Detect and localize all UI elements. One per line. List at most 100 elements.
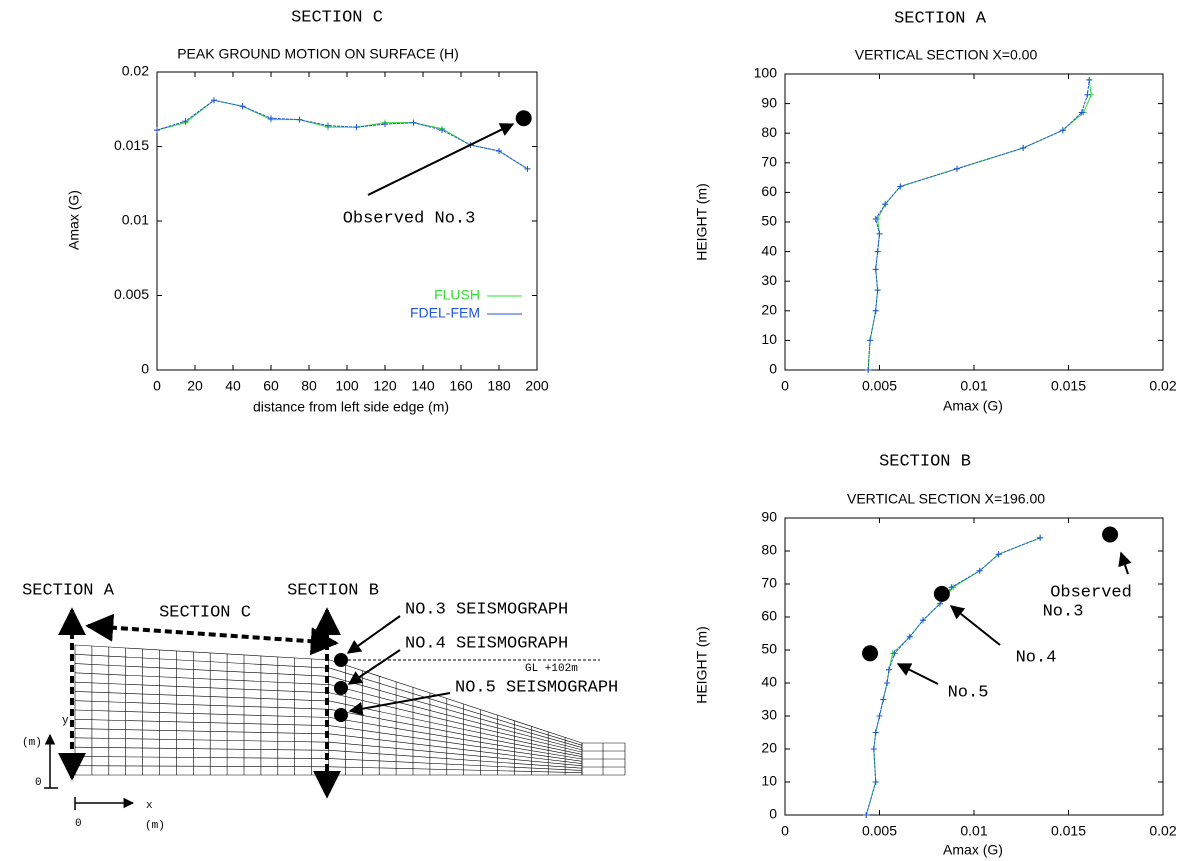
legend-label: FDEL-FEM	[410, 305, 480, 321]
mesh-line	[329, 758, 583, 771]
mesh-line	[74, 691, 331, 702]
mesh-line	[329, 667, 583, 746]
mesh-line	[329, 708, 583, 758]
y-tick-label: 40	[761, 242, 777, 258]
x-tick-label: 40	[225, 378, 241, 394]
mesh-line	[329, 700, 583, 755]
mesh-line	[74, 728, 331, 735]
mesh-diagram: SECTION A SECTION C SECTION B NO.3 SEISM…	[22, 581, 626, 832]
mesh-line	[74, 746, 331, 751]
annotation-text: No.5	[948, 683, 989, 702]
y-tick-label: 0	[769, 806, 777, 822]
chart-title: PEAK GROUND MOTION ON SURFACE (H)	[177, 46, 459, 62]
x-tick-label: 120	[373, 378, 397, 394]
x-tick-label: 0.01	[960, 823, 987, 839]
y-tick-label: 0.01	[122, 212, 149, 228]
observed-point	[862, 645, 879, 662]
x-tick-label: 80	[301, 378, 317, 394]
annotation-arrow	[1118, 551, 1132, 575]
section-b-label: SECTION B	[287, 581, 379, 600]
x-tick-label: 200	[525, 378, 549, 394]
x-tick-label: 160	[449, 378, 473, 394]
y-tick-label: 0.02	[122, 63, 149, 79]
plot-frame	[784, 517, 1164, 816]
mesh-line	[329, 692, 583, 753]
mesh-line	[74, 644, 331, 661]
annotation-text: Observed	[1050, 583, 1132, 602]
x-tick-label: 0.015	[1051, 823, 1086, 839]
y-tick-label: 60	[761, 183, 777, 199]
y-tick-label: 90	[761, 94, 777, 110]
mesh-line	[329, 684, 583, 751]
pointer-4	[347, 649, 401, 685]
y-tick-label: 90	[761, 509, 777, 525]
y-axis-label: HEIGHT (m)	[694, 626, 710, 704]
y-tick-label: 0.015	[114, 137, 149, 153]
seismograph-3	[334, 653, 348, 667]
x-tick-label: 100	[335, 378, 359, 394]
y-unit-label: (m)	[22, 737, 42, 749]
x-tick-label: 0.02	[1149, 378, 1176, 394]
y-axis-label: Amax (G)	[66, 190, 82, 250]
x-origin-label: 0	[75, 818, 82, 830]
y-tick-label: 70	[761, 154, 777, 170]
section-header: SECTION C	[291, 8, 383, 27]
mesh-line	[329, 733, 583, 764]
section-c-arrow	[85, 613, 339, 656]
x-axis-label: Amax (G)	[943, 842, 1003, 858]
x-tick-label: 0.02	[1149, 823, 1176, 839]
point-marker	[906, 633, 913, 640]
series-line	[156, 99, 528, 170]
fem-mesh	[74, 644, 626, 776]
series-line	[156, 99, 528, 170]
mesh-line	[329, 659, 583, 744]
observed-point	[515, 110, 532, 127]
section-c-label: SECTION C	[159, 603, 251, 622]
mesh-line	[74, 756, 331, 759]
chart-title: VERTICAL SECTION X=196.00	[847, 491, 1045, 507]
y-tick-label: 100	[754, 65, 778, 81]
mesh-line	[74, 765, 331, 768]
observed-point	[1102, 526, 1119, 543]
y-tick-label: 30	[761, 707, 777, 723]
point-marker	[1078, 109, 1085, 116]
series-line	[865, 537, 1041, 816]
y-tick-label: 80	[761, 124, 777, 140]
mesh-line	[329, 725, 583, 762]
x-tick-label: 0	[781, 378, 789, 394]
mesh-line	[74, 700, 331, 710]
no4-label: NO.4 SEISMOGRAPH	[405, 634, 568, 653]
y-tick-label: 40	[761, 674, 777, 690]
y-tick-label: 30	[761, 272, 777, 288]
y-axis-label: HEIGHT (m)	[694, 183, 710, 261]
mesh-line	[329, 717, 583, 760]
x-axis-label: Amax (G)	[943, 398, 1003, 414]
annotation-text: No.3	[1043, 602, 1084, 621]
x-axis-label: distance from left side edge (m)	[253, 399, 449, 415]
y-tick-label: 10	[761, 331, 777, 347]
annotation-text: No.4	[1016, 648, 1057, 667]
section-header: SECTION A	[894, 9, 987, 28]
annotation-arrow	[367, 123, 515, 196]
series-line	[867, 79, 1092, 371]
x-tick-label: 140	[411, 378, 435, 394]
annotation-arrow	[896, 663, 939, 685]
x-tick-label: 0.015	[1051, 378, 1086, 394]
mesh-line	[74, 653, 331, 669]
y-tick-label: 20	[761, 740, 777, 756]
pointer-3	[346, 615, 401, 654]
mesh-line	[329, 750, 583, 769]
y-tick-label: 0	[141, 361, 149, 377]
x-unit-label: (m)	[145, 820, 165, 832]
x-tick-label: 0.005	[862, 823, 897, 839]
no3-label: NO.3 SEISMOGRAPH	[405, 600, 568, 619]
section-a-label: SECTION A	[22, 581, 115, 600]
y-tick-label: 50	[761, 213, 777, 229]
mesh-line	[329, 676, 583, 748]
seismograph-5	[334, 708, 348, 722]
observed-point	[933, 585, 950, 602]
series-line	[865, 537, 1041, 816]
x-tick-label: 60	[263, 378, 279, 394]
annotation-arrow	[949, 605, 1001, 646]
